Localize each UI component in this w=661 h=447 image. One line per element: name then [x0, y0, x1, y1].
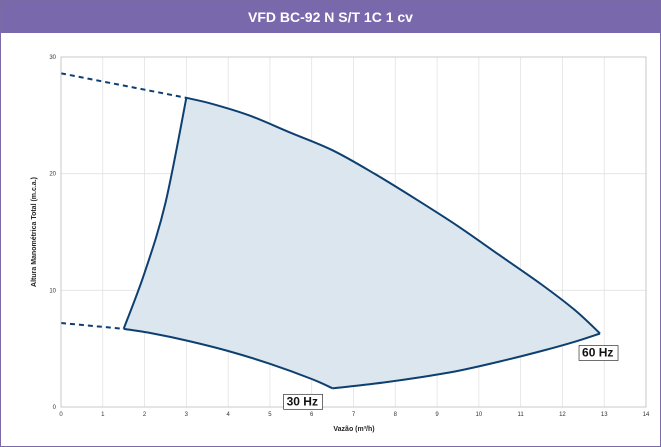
x-tick-label: 10	[476, 412, 483, 418]
x-tick-label: 14	[643, 412, 650, 418]
x-tick-label: 3	[185, 412, 189, 418]
label-60hz-text: 60 Hz	[582, 346, 613, 360]
x-tick-label: 13	[601, 412, 608, 418]
label-30hz-box	[283, 393, 323, 410]
curves	[60, 72, 601, 390]
x-tick-label: 7	[352, 412, 356, 418]
x-tick-label: 5	[268, 412, 272, 418]
x-tick-label: 11	[518, 412, 525, 418]
label-60hz-box	[578, 345, 619, 361]
x-tick-label: 9	[435, 412, 439, 418]
operating-region-fill	[123, 97, 601, 389]
extrapolated-curve	[60, 322, 124, 330]
y-tick-label: 20	[49, 172, 56, 178]
y-tick-label: 10	[49, 288, 56, 294]
chart-title: VFD BC-92 N S/T 1C 1 cv	[1, 1, 660, 33]
y-axis-title: Altura Manométrica Total (m.c.a.)	[31, 177, 38, 287]
curve-60hz	[186, 96, 601, 335]
boundary-left	[122, 97, 188, 330]
extrapolated-curve	[60, 72, 187, 99]
y-tick-label: 30	[49, 55, 56, 61]
x-tick-label: 4	[226, 412, 230, 418]
plot-area-border	[60, 56, 647, 408]
x-axis-title: Vazão (m³/h)	[333, 426, 374, 433]
annotations: 60 Hz 30 Hz	[283, 345, 619, 410]
x-tick-label: 8	[394, 412, 398, 418]
curve-30hz	[123, 327, 334, 390]
x-tick-label: 2	[143, 412, 147, 418]
x-tick-label: 12	[559, 412, 566, 418]
x-tick-label: 0	[59, 412, 63, 418]
label-30hz: 30 Hz	[283, 393, 323, 410]
x-tick-label: 1	[101, 412, 105, 418]
label-60hz: 60 Hz	[578, 345, 619, 361]
y-tick-label: 0	[53, 405, 57, 411]
x-tick-label: 6	[310, 412, 314, 418]
operating-area	[123, 97, 601, 389]
boundary-bottom	[332, 332, 601, 390]
label-30hz-text: 30 Hz	[287, 394, 318, 408]
